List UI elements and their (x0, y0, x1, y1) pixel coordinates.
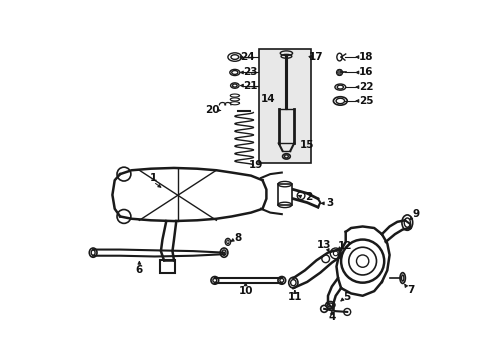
Text: 20: 20 (205, 105, 219, 115)
Text: 13: 13 (316, 240, 331, 250)
Text: 25: 25 (359, 96, 373, 106)
Bar (160, 260, 174, 273)
Text: 12: 12 (337, 241, 351, 251)
Text: 11: 11 (287, 292, 302, 302)
Text: 21: 21 (243, 81, 257, 91)
Text: 16: 16 (359, 67, 373, 77)
Text: 19: 19 (249, 160, 263, 170)
Text: 10: 10 (238, 286, 252, 296)
Bar (258, 49, 310, 163)
Text: 1: 1 (149, 173, 157, 183)
Text: 14: 14 (260, 94, 275, 104)
Text: 7: 7 (407, 285, 414, 294)
Text: 6: 6 (136, 265, 142, 275)
Text: 24: 24 (239, 52, 254, 62)
Bar (277, 184, 291, 205)
Circle shape (336, 69, 342, 76)
Text: 2: 2 (305, 192, 312, 202)
Text: 3: 3 (326, 198, 333, 208)
Text: 22: 22 (359, 82, 373, 92)
Text: 15: 15 (299, 140, 314, 150)
Text: 5: 5 (343, 292, 350, 302)
Text: 18: 18 (359, 52, 373, 62)
Text: 23: 23 (243, 67, 257, 77)
Text: 9: 9 (412, 209, 419, 219)
Text: 4: 4 (327, 311, 335, 321)
Text: 8: 8 (234, 233, 241, 243)
Text: 17: 17 (308, 52, 323, 62)
